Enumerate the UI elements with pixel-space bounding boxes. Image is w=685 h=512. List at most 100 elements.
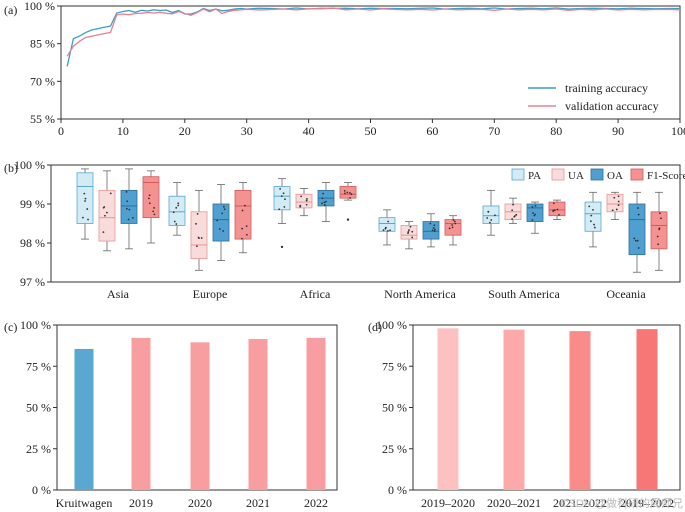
data-point bbox=[350, 193, 353, 196]
panel-label: (c) bbox=[4, 320, 17, 334]
legend-label: validation accuracy bbox=[565, 99, 659, 113]
data-point bbox=[552, 202, 555, 205]
data-point bbox=[349, 191, 351, 194]
data-point bbox=[84, 197, 87, 200]
data-point bbox=[637, 247, 640, 249]
bar bbox=[503, 329, 525, 490]
legend-swatch bbox=[630, 168, 644, 181]
box bbox=[98, 189, 116, 242]
category-label: South America bbox=[488, 287, 560, 301]
data-point bbox=[617, 195, 620, 198]
y-tick-label: 75 % bbox=[382, 359, 407, 373]
data-point bbox=[634, 239, 637, 242]
data-point bbox=[223, 208, 226, 211]
data-point bbox=[177, 202, 180, 205]
data-point bbox=[658, 228, 661, 231]
data-point bbox=[511, 209, 514, 212]
y-tick-label: 0 % bbox=[388, 483, 407, 497]
box bbox=[142, 176, 160, 219]
data-point bbox=[172, 211, 175, 214]
data-point bbox=[490, 219, 493, 221]
data-point bbox=[103, 206, 106, 208]
data-point bbox=[325, 200, 327, 203]
data-point bbox=[126, 200, 129, 203]
data-point bbox=[243, 204, 246, 207]
data-point bbox=[611, 209, 614, 212]
data-point bbox=[321, 202, 323, 205]
data-point bbox=[125, 207, 128, 210]
data-point bbox=[282, 192, 285, 195]
data-point bbox=[200, 237, 203, 239]
data-point bbox=[633, 237, 636, 240]
panel-a-training-curve: (a) 55 % 70 % 85 % 100 % 0 10 20 30 40 50 60 70 80 90 1… bbox=[4, 0, 685, 138]
data-point bbox=[556, 208, 559, 211]
category-label: 2019 bbox=[129, 496, 153, 510]
x-tick-label: 20 bbox=[179, 124, 191, 138]
data-point bbox=[175, 223, 178, 225]
legend-label: F1-Score bbox=[647, 170, 685, 182]
data-point bbox=[346, 191, 349, 194]
legend-label: UA bbox=[568, 170, 584, 182]
data-point bbox=[152, 210, 155, 213]
box bbox=[584, 201, 602, 232]
category-label: North America bbox=[384, 287, 456, 301]
outlier-point bbox=[280, 245, 284, 249]
data-point bbox=[321, 197, 324, 200]
data-point bbox=[494, 214, 496, 217]
category-label: Asia bbox=[107, 287, 130, 301]
data-point bbox=[532, 212, 534, 214]
data-point bbox=[216, 219, 219, 222]
data-point bbox=[433, 224, 436, 227]
data-point bbox=[322, 192, 324, 195]
bar bbox=[306, 337, 326, 490]
data-point bbox=[195, 222, 197, 225]
data-point bbox=[279, 187, 282, 190]
box bbox=[190, 211, 208, 260]
data-point bbox=[284, 198, 286, 201]
data-point bbox=[411, 230, 414, 233]
data-point bbox=[511, 218, 514, 220]
x-tick-label: 40 bbox=[303, 124, 315, 138]
box bbox=[628, 203, 646, 256]
data-point bbox=[451, 224, 454, 226]
data-point bbox=[552, 209, 555, 212]
data-point bbox=[658, 212, 661, 215]
data-point bbox=[408, 229, 410, 231]
data-point bbox=[588, 205, 591, 208]
y-tick-label: 25 % bbox=[382, 442, 407, 456]
data-point bbox=[434, 228, 436, 231]
y-tick-label: 100 % bbox=[376, 318, 407, 332]
y-tick-label: 100 % bbox=[24, 0, 55, 13]
x-tick-label: 30 bbox=[241, 124, 253, 138]
data-point bbox=[592, 208, 594, 211]
data-point bbox=[147, 197, 150, 200]
y-tick-label: 100 % bbox=[14, 158, 45, 172]
data-point bbox=[487, 210, 490, 213]
bar bbox=[248, 339, 268, 490]
data-point bbox=[636, 239, 639, 242]
box bbox=[482, 205, 500, 224]
data-point bbox=[589, 220, 592, 223]
data-point bbox=[637, 213, 640, 216]
box bbox=[234, 189, 252, 240]
panel-label: (d) bbox=[368, 320, 382, 334]
data-point bbox=[429, 222, 432, 225]
data-point bbox=[105, 211, 108, 214]
data-point bbox=[305, 199, 308, 202]
data-point bbox=[489, 221, 491, 224]
data-point bbox=[305, 203, 308, 206]
data-point bbox=[515, 213, 518, 216]
data-point bbox=[86, 208, 89, 210]
category-label: 2020–2021 bbox=[487, 496, 541, 510]
data-point bbox=[389, 229, 391, 232]
data-point bbox=[343, 192, 346, 195]
data-point bbox=[280, 195, 283, 198]
data-point bbox=[283, 206, 286, 208]
data-point bbox=[241, 227, 244, 230]
y-tick-label: 0 % bbox=[32, 483, 51, 497]
data-point bbox=[245, 225, 248, 227]
data-point bbox=[407, 230, 410, 233]
data-point bbox=[514, 215, 516, 217]
outlier-point bbox=[346, 218, 350, 221]
data-point bbox=[278, 208, 281, 211]
